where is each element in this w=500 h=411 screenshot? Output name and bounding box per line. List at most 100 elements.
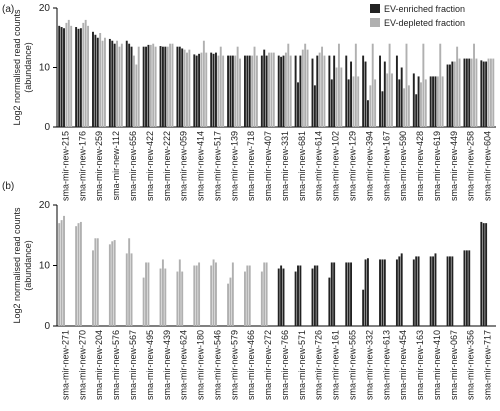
y-axis-label: Log2 normalised read counts(abundance) (12, 207, 33, 324)
y-tick-label: 20 (39, 3, 51, 14)
bar (79, 221, 82, 326)
bar (132, 55, 135, 127)
x-tick-label: sma-mir-new-422 (145, 131, 155, 201)
bar (465, 58, 468, 128)
x-tick-label: sma-mir-new-624 (179, 330, 189, 400)
bar (449, 256, 451, 326)
bar (239, 58, 241, 128)
bar (198, 53, 201, 127)
bar (374, 79, 377, 127)
bar (75, 27, 78, 127)
bar (294, 55, 297, 127)
bar (429, 76, 432, 127)
bar (268, 52, 270, 127)
x-tick-label: sma-mir-new-718 (246, 131, 256, 201)
bar (113, 43, 116, 128)
bar (323, 55, 326, 127)
x-tick-label: sma-mir-new-466 (246, 330, 256, 400)
bar (282, 268, 285, 326)
bar (412, 259, 415, 326)
x-tick-label: sma-mir-new-332 (364, 330, 374, 400)
bar (400, 253, 403, 326)
bar (84, 19, 87, 127)
bar (301, 49, 304, 127)
bar (166, 46, 169, 127)
bar (210, 265, 213, 326)
bar (96, 238, 99, 326)
x-tick-label: sma-mir-new-619 (432, 131, 442, 201)
bar (439, 43, 442, 128)
bar (60, 220, 63, 326)
bar (270, 52, 273, 127)
bar (87, 25, 90, 128)
bar (178, 46, 181, 127)
bar (446, 256, 449, 326)
bar (63, 28, 65, 128)
bar (352, 76, 355, 127)
bar (77, 223, 80, 326)
x-tick-label: sma-mir-new-180 (196, 330, 206, 400)
bar (120, 43, 123, 128)
bar (159, 46, 162, 127)
bar (227, 55, 230, 127)
bar (130, 46, 133, 127)
bar (492, 58, 495, 128)
bar (154, 46, 157, 127)
bar (159, 268, 162, 326)
bar (362, 55, 365, 127)
bar (212, 259, 215, 326)
x-tick-label: sma-mir-new-579 (229, 330, 239, 400)
bar (381, 259, 384, 326)
bar (424, 79, 427, 127)
bar (395, 259, 398, 326)
bar (398, 79, 401, 127)
bar (412, 73, 415, 127)
bar (152, 43, 155, 128)
bar (142, 46, 145, 127)
bar (265, 55, 268, 127)
x-tick-label: sma-mir-new-576 (111, 330, 121, 400)
bar (436, 76, 439, 127)
bar (251, 55, 254, 127)
bar (366, 258, 369, 326)
bar (441, 76, 444, 127)
bar (186, 52, 188, 127)
bar (422, 43, 425, 128)
bar (475, 58, 478, 128)
x-tick-label: sma-mir-new-259 (94, 131, 104, 201)
bar (282, 55, 285, 127)
bar (248, 55, 251, 127)
bar (145, 46, 147, 127)
bar (333, 262, 336, 326)
bar (328, 55, 331, 127)
bar (468, 58, 471, 128)
x-tick-label: sma-mir-new-331 (280, 131, 290, 201)
bar (255, 55, 258, 127)
bar (369, 85, 372, 127)
bar (188, 49, 191, 127)
bar (92, 250, 94, 326)
bar (415, 94, 418, 127)
bar (217, 55, 220, 127)
bar (181, 48, 184, 127)
bar (391, 73, 393, 127)
bar (212, 53, 215, 127)
bar (171, 43, 174, 128)
bar (99, 32, 102, 127)
bar (480, 60, 483, 127)
bar (200, 52, 203, 127)
bar (465, 250, 468, 326)
bar (118, 46, 121, 127)
bar (193, 54, 196, 127)
bar (354, 43, 357, 128)
x-tick-label: sma-mir-new-410 (432, 330, 442, 400)
bar (485, 61, 488, 127)
bar (487, 58, 490, 128)
bar (198, 262, 201, 326)
bar (451, 61, 454, 127)
x-tick-label: sma-mir-new-271 (60, 330, 70, 400)
bar (434, 76, 437, 127)
y-axis-label-line: Log2 normalised read counts (12, 9, 22, 126)
bar (103, 37, 106, 127)
bar (345, 262, 348, 326)
